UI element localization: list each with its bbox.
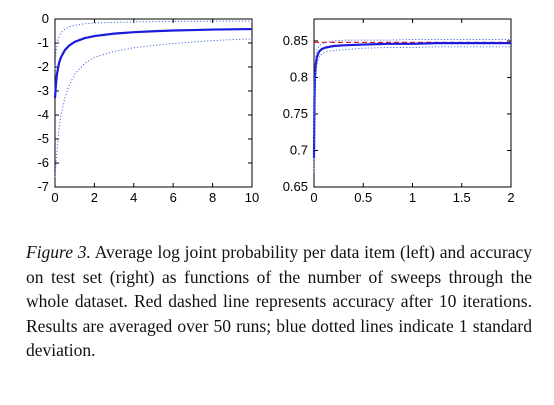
y-tick-label: 0.7: [290, 142, 308, 157]
y-tick-label: -4: [37, 107, 49, 122]
figure-caption: Figure 3. Average log joint probability …: [26, 240, 532, 363]
y-tick-label: 0.75: [283, 106, 308, 121]
series-mean-line: [312, 41, 511, 158]
x-tick-label: 2: [91, 190, 98, 205]
x-tick-label: 8: [209, 190, 216, 205]
figure-3-charts: 0 2 4 6 8 100-1-2-3-4-5-6-7 0 0.5 1 1.5 20.850.80…: [37, 11, 515, 205]
x-tick-label: 2: [507, 190, 514, 205]
figure-label: Figure 3.: [26, 242, 91, 262]
y-tick-label: -2: [37, 59, 49, 74]
x-tick-label: 10: [245, 190, 259, 205]
series-std-line: [313, 38, 511, 144]
y-tick-label: -1: [37, 35, 49, 50]
x-tick-label: 6: [170, 190, 177, 205]
plot-frame: [54, 18, 253, 188]
x-tick-label: 1.5: [453, 190, 471, 205]
series-std-line: [313, 46, 511, 173]
series-mean-line: [53, 27, 253, 99]
series-std-line: [54, 38, 253, 178]
y-tick-label: 0.8: [290, 69, 308, 84]
y-tick-label: -5: [37, 131, 49, 146]
chart-log-probability: 0 2 4 6 8 10 0 -1 -2 -3 -4 -5 -6 -7: [37, 11, 259, 205]
y-tick-label: -7: [37, 179, 49, 194]
y-tick-label: 0.65: [283, 179, 308, 194]
y-tick-label: 0: [42, 11, 49, 26]
y-tick-label: 0.85: [283, 33, 308, 48]
y-tick-label: -6: [37, 155, 49, 170]
caption-text: Average log joint probability per data i…: [26, 242, 532, 360]
chart-accuracy: 0 0.5 1 1.5 2 0.85 0.8 0.75 0.7 0.65: [283, 18, 515, 205]
x-tick-label: 4: [130, 190, 137, 205]
x-tick-label: 0: [310, 190, 317, 205]
series-std-line: [54, 20, 252, 70]
x-tick-label: 1: [409, 190, 416, 205]
y-tick-label: -3: [37, 83, 49, 98]
x-tick-label: 0: [51, 190, 58, 205]
x-tick-label: 0.5: [354, 190, 372, 205]
